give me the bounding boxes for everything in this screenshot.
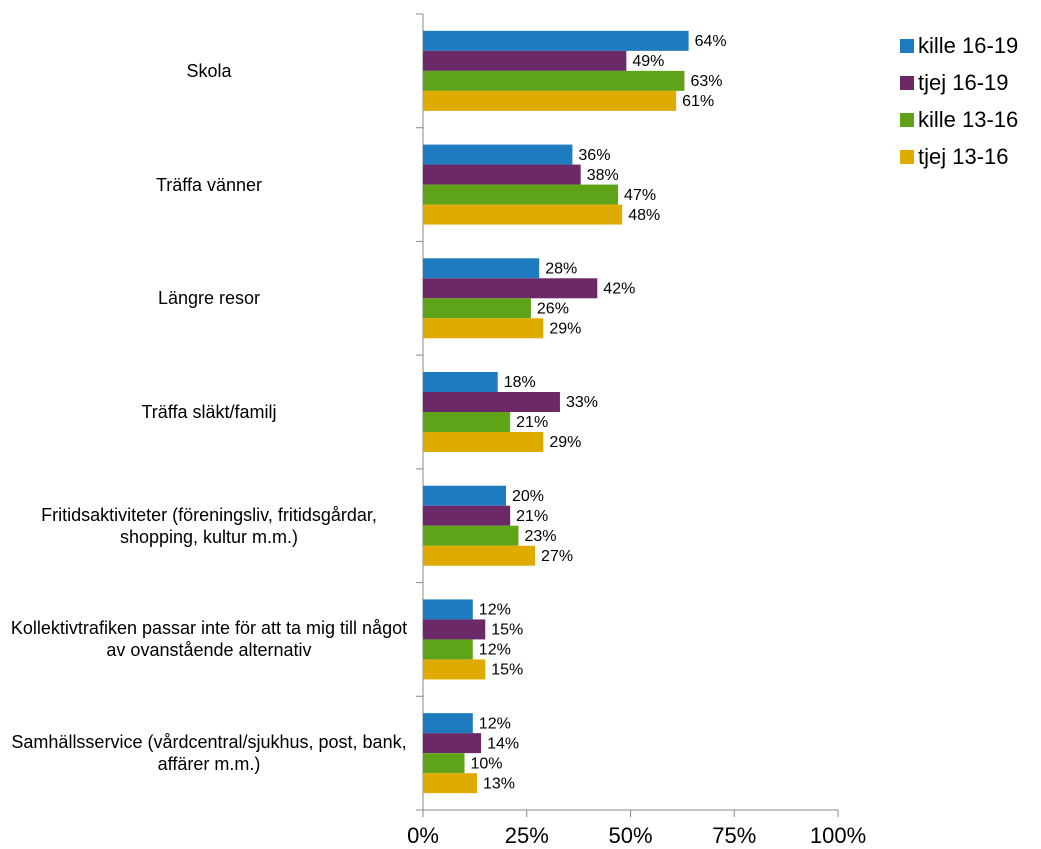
bar	[423, 30, 689, 51]
value-label: 33%	[566, 394, 598, 411]
bar	[423, 773, 477, 794]
x-tick-label: 0%	[407, 823, 439, 848]
bar	[423, 545, 536, 566]
bar	[423, 204, 623, 225]
bar	[423, 733, 482, 754]
legend-swatch	[900, 76, 914, 90]
category-label: Längre resor	[157, 288, 261, 309]
x-tick-label: 50%	[608, 823, 652, 848]
bar	[423, 753, 465, 774]
legend-swatch	[900, 113, 914, 127]
value-label: 12%	[479, 715, 511, 732]
bar	[423, 485, 506, 506]
value-label: 13%	[483, 775, 515, 792]
value-label: 27%	[541, 548, 573, 565]
x-tick-label: 100%	[810, 823, 866, 848]
bar	[423, 639, 473, 660]
category-label: Skola	[186, 60, 232, 81]
value-label: 15%	[491, 622, 523, 639]
bar	[423, 619, 486, 640]
bar	[423, 318, 544, 339]
category-label: Kollektivtrafiken passar inte för att ta…	[10, 618, 408, 661]
value-label: 14%	[487, 735, 519, 752]
bar	[423, 525, 519, 546]
category-label-box: Träffa släkt/familj	[141, 401, 277, 422]
bar	[423, 184, 619, 205]
value-label: 21%	[516, 508, 548, 525]
value-label: 20%	[512, 488, 544, 505]
value-label: 12%	[479, 602, 511, 619]
bar	[423, 599, 473, 620]
value-label: 23%	[524, 528, 556, 545]
bar	[423, 659, 486, 680]
category-label-box: Samhällsservice (vårdcentral/sjukhus, po…	[11, 732, 407, 775]
x-tick-label: 25%	[505, 823, 549, 848]
legend-label: kille 13-16	[918, 107, 1018, 132]
value-label: 29%	[549, 321, 581, 338]
value-label: 12%	[479, 642, 511, 659]
bar	[423, 505, 511, 526]
value-label: 38%	[587, 167, 619, 184]
value-label: 63%	[690, 73, 722, 90]
legend-label: tjej 13-16	[918, 144, 1009, 169]
value-label: 26%	[537, 301, 569, 318]
x-tick-label: 75%	[712, 823, 756, 848]
value-label: 21%	[516, 414, 548, 431]
bar	[423, 144, 573, 165]
category-label-box: Längre resor	[157, 288, 261, 309]
category-label: Samhällsservice (vårdcentral/sjukhus, po…	[11, 732, 407, 775]
bar	[423, 713, 473, 734]
category-label-box: Skola	[186, 60, 232, 81]
value-label: 10%	[471, 755, 503, 772]
category-label: Fritidsaktiviteter (föreningsliv, fritid…	[41, 504, 377, 547]
legend-label: tjej 16-19	[918, 70, 1009, 95]
value-label: 29%	[549, 434, 581, 451]
value-label: 47%	[624, 187, 656, 204]
value-label: 36%	[578, 147, 610, 164]
category-label-box: Träffa vänner	[155, 174, 263, 195]
legend-swatch	[900, 39, 914, 53]
value-label: 48%	[628, 207, 660, 224]
category-label: Träffa släkt/familj	[141, 401, 277, 422]
bar	[423, 412, 511, 432]
value-label: 42%	[603, 281, 635, 298]
bar	[423, 432, 544, 452]
legend-swatch	[900, 150, 914, 164]
category-label-box: Fritidsaktiviteter (föreningsliv, fritid…	[41, 504, 377, 547]
bar	[423, 298, 531, 319]
value-label: 49%	[632, 53, 664, 70]
bar	[423, 50, 627, 71]
category-label: Träffa vänner	[155, 174, 263, 195]
value-label: 18%	[504, 374, 536, 391]
bar	[423, 392, 560, 412]
bar	[423, 278, 598, 299]
value-label: 61%	[682, 93, 714, 110]
bar	[423, 70, 685, 91]
value-label: 28%	[545, 261, 577, 278]
value-label: 64%	[695, 33, 727, 50]
bar	[423, 258, 540, 279]
value-label: 15%	[491, 662, 523, 679]
legend-label: kille 16-19	[918, 33, 1018, 58]
bar	[423, 372, 498, 392]
bar	[423, 164, 581, 185]
category-label-box: Kollektivtrafiken passar inte för att ta…	[10, 618, 408, 661]
bar	[423, 90, 677, 111]
